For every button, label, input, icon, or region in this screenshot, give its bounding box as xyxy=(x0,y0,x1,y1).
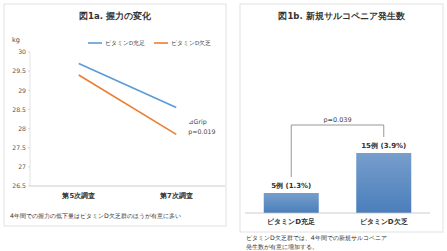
y-tick-label: 27 xyxy=(18,163,26,170)
plot-lines xyxy=(79,63,177,134)
x-tick-label: 第7次調査 xyxy=(159,191,193,200)
bar xyxy=(356,153,411,213)
legend-label: ビタミンD欠乏 xyxy=(171,40,211,46)
annotation: ⊿Grip xyxy=(188,118,207,126)
plot-bars xyxy=(264,153,412,213)
bar xyxy=(264,193,319,213)
y-axis-line xyxy=(30,52,31,186)
y-tick-label: 29.5 xyxy=(12,67,26,74)
data-label: 15例 (3.9%) xyxy=(361,142,406,150)
caption: ビタミンD欠乏群では、4年間での新規サルコペニア xyxy=(246,234,387,241)
series-line xyxy=(79,75,177,134)
legend-swatch xyxy=(154,42,168,44)
panel-frame xyxy=(240,4,443,232)
legend-label: ビタミンD充足 xyxy=(105,39,145,46)
annotation: p=0.019 xyxy=(188,128,215,136)
legend-swatch xyxy=(88,42,102,44)
y-tick-label: 29 xyxy=(18,87,26,94)
annotation: p=0.039 xyxy=(323,116,351,124)
y-axis-label: kg xyxy=(12,36,20,44)
series-line xyxy=(79,63,177,107)
chart-title: 図1b. 新規サルコペニア発生数 xyxy=(278,11,405,21)
x-tick-label: ビタミンD充足 xyxy=(267,217,315,226)
figure: 図1a. 握力の変化 kg 26.5 27 27.5 28 28.5 29 29.5 30 第5次調… xyxy=(0,0,447,251)
chart-title: 図1a. 握力の変化 xyxy=(79,11,152,21)
x-tick-label: 第5次調査 xyxy=(61,191,95,200)
data-label: 5例 (1.3%) xyxy=(271,182,311,190)
y-tick-label: 30 xyxy=(18,48,26,55)
significance-bracket xyxy=(291,125,384,177)
caption: 4年間での握力の低下量はビタミンD欠乏群のほうが有意に多い xyxy=(10,212,181,220)
y-tick-label: 27.5 xyxy=(12,144,26,151)
x-tick-label: ビタミンD欠乏 xyxy=(360,217,408,226)
caption: 発生数が有意に増加する。 xyxy=(246,243,318,251)
x-axis-line xyxy=(245,213,430,214)
y-tick-label: 28.5 xyxy=(12,106,26,113)
y-tick-label: 26.5 xyxy=(12,182,26,189)
panel-frame xyxy=(4,4,226,226)
x-axis-line xyxy=(30,186,225,187)
y-tick-label: 28 xyxy=(18,125,26,132)
